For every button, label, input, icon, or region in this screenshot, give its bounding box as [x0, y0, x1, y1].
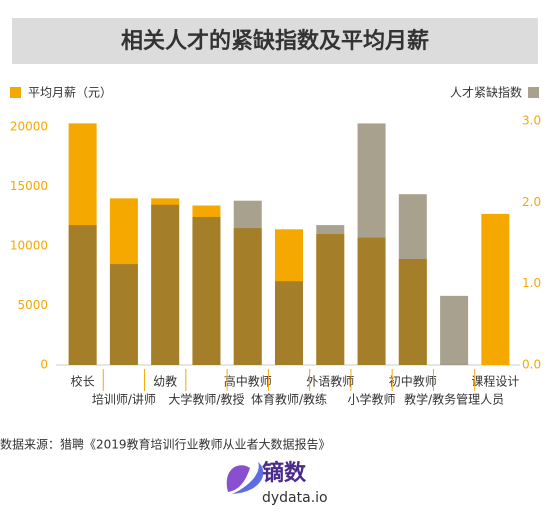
x-tick-label: 外语教师: [306, 374, 354, 389]
legend-swatch: [10, 87, 21, 98]
logo-icon: [232, 462, 264, 494]
x-tick-label: 大学教师/教授: [168, 392, 244, 407]
bar: [151, 204, 180, 365]
x-tick-label: 课程设计: [471, 374, 519, 389]
y-tick-label: 15000: [10, 179, 48, 193]
x-tick-label: 校长: [71, 374, 95, 389]
title-bar: [12, 18, 538, 64]
chart-title: 相关人才的紧缺指数及平均月薪: [121, 28, 429, 54]
y2-tick-label: 2.0: [522, 195, 541, 209]
bar: [192, 216, 221, 365]
bar: [275, 281, 303, 365]
bar: [481, 213, 510, 365]
legend-label: 人才紧缺指数: [450, 85, 522, 100]
x-tick-label: 教学/教务管理人员: [404, 392, 504, 407]
x-tick-label: 幼教: [153, 374, 177, 389]
bar: [440, 295, 469, 365]
source: 数据来源：猎聘《2019教育培训行业教师从业者大数据报告》: [0, 437, 331, 452]
bar: [233, 200, 262, 365]
bar: [316, 225, 345, 365]
y-tick-label: 10000: [10, 238, 48, 252]
y-tick-label: 0: [40, 358, 48, 372]
x-tick-label: 初中教师: [389, 374, 437, 389]
bar: [357, 123, 386, 365]
logo-text: 镝数: [262, 460, 307, 486]
bar: [398, 194, 427, 365]
logo-icon: [226, 465, 250, 492]
legend-swatch: [528, 87, 539, 98]
x-tick-label: 小学教师: [348, 392, 396, 407]
x-tick-label: 培训师/讲师: [92, 392, 156, 407]
x-tick-label: 体育教师/教练: [251, 392, 327, 407]
logo-url: dydata.io: [262, 490, 328, 506]
y-tick-label: 5000: [17, 298, 48, 312]
legend-label: 平均月薪（元）: [28, 86, 112, 100]
y2-tick-label: 0.0: [522, 358, 541, 372]
bar: [68, 225, 97, 365]
x-tick-label: 高中教师: [224, 374, 272, 389]
y2-tick-label: 3.0: [522, 114, 541, 128]
bar: [109, 264, 138, 365]
y2-tick-label: 1.0: [522, 276, 541, 290]
y-tick-label: 20000: [10, 119, 48, 133]
